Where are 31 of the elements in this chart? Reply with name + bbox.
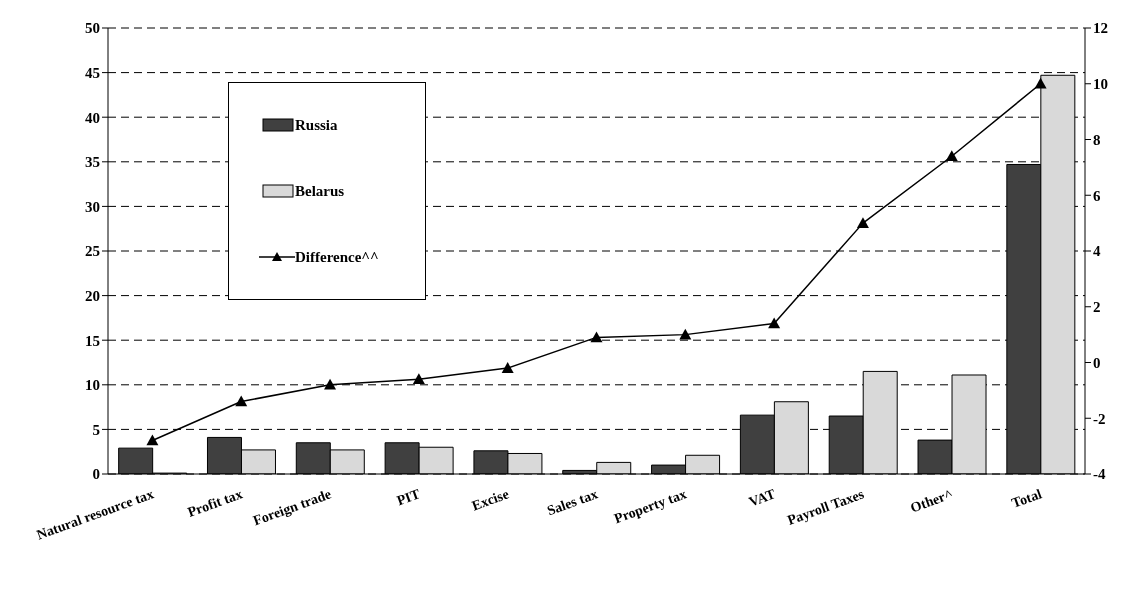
x-tick-label: Foreign trade [251, 486, 334, 529]
y-tick-label: 30 [85, 198, 100, 215]
y2-tick-label: 4 [1093, 243, 1101, 260]
legend-label: Difference^^ [295, 248, 379, 266]
y-tick-label: 35 [85, 154, 100, 171]
y2-tick-label: 10 [1093, 76, 1108, 93]
y-tick-label: 0 [92, 466, 100, 483]
x-tick-label: PIT [394, 486, 423, 509]
x-tick-label: VAT [746, 486, 778, 510]
x-tick-label: Total [1009, 486, 1044, 511]
y2-tick-label: 8 [1093, 131, 1101, 148]
x-tick-label: Other^ [908, 486, 955, 516]
y-tick-label: 20 [85, 287, 100, 304]
y-tick-label: 15 [85, 332, 100, 349]
y2-tick-label: 6 [1093, 187, 1101, 204]
y-tick-label: 5 [92, 421, 100, 438]
y-tick-label: 10 [85, 377, 100, 394]
legend-label: Belarus [295, 182, 345, 200]
y-tick-label: 45 [85, 64, 100, 81]
legend-label: Russia [295, 116, 338, 134]
x-tick-label: Profit tax [185, 486, 245, 520]
x-tick-label: Excise [469, 486, 511, 514]
y2-tick-label: -4 [1093, 466, 1106, 483]
y2-tick-label: 2 [1093, 299, 1101, 316]
y-tick-label: 50 [85, 20, 100, 37]
y2-tick-label: 0 [1093, 354, 1101, 371]
x-tick-label: Sales tax [545, 486, 600, 519]
y-tick-label: 40 [85, 109, 100, 126]
y2-tick-label: 12 [1093, 20, 1108, 37]
y2-tick-label: -2 [1093, 410, 1106, 427]
y-tick-label: 25 [85, 243, 100, 260]
